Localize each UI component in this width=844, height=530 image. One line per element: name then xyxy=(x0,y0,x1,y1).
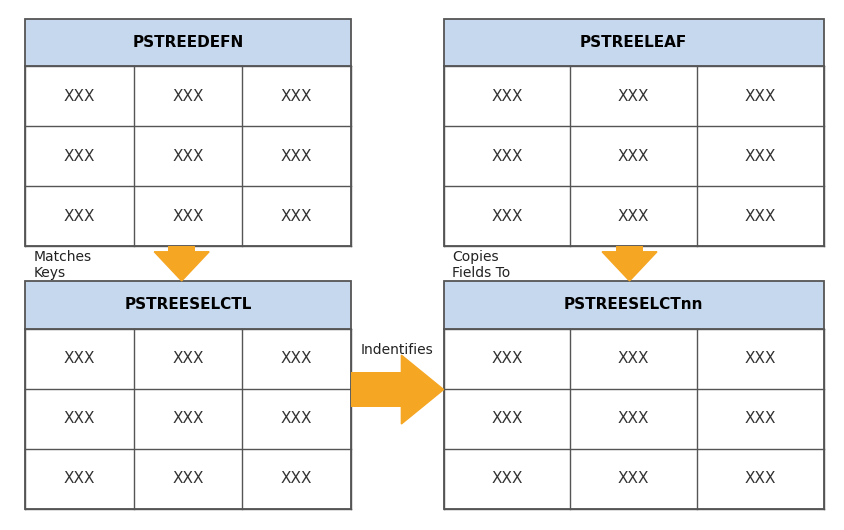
Text: XXX: XXX xyxy=(490,89,522,104)
Bar xyxy=(443,19,823,246)
Text: XXX: XXX xyxy=(64,411,95,426)
Text: XXX: XXX xyxy=(64,209,95,224)
Text: XXX: XXX xyxy=(744,351,776,366)
Bar xyxy=(350,372,401,407)
Text: XXX: XXX xyxy=(744,89,776,104)
Text: XXX: XXX xyxy=(490,351,522,366)
Text: PSTREESELCTnn: PSTREESELCTnn xyxy=(563,297,703,312)
Text: XXX: XXX xyxy=(280,209,311,224)
Text: XXX: XXX xyxy=(617,149,649,164)
Text: XXX: XXX xyxy=(172,411,203,426)
Text: XXX: XXX xyxy=(617,209,649,224)
Polygon shape xyxy=(601,252,657,281)
Text: XXX: XXX xyxy=(617,471,649,487)
Bar xyxy=(443,281,823,509)
Text: XXX: XXX xyxy=(490,411,522,426)
Polygon shape xyxy=(401,355,443,424)
Text: XXX: XXX xyxy=(280,411,311,426)
Bar xyxy=(25,281,350,509)
Text: PSTREESELCTL: PSTREESELCTL xyxy=(124,297,252,312)
Text: XXX: XXX xyxy=(490,149,522,164)
Text: Indentifies: Indentifies xyxy=(360,343,433,357)
Bar xyxy=(25,19,350,246)
Text: XXX: XXX xyxy=(744,471,776,487)
Polygon shape xyxy=(154,252,209,281)
Text: PSTREELEAF: PSTREELEAF xyxy=(580,35,686,50)
Text: PSTREEDEFN: PSTREEDEFN xyxy=(133,35,243,50)
Text: XXX: XXX xyxy=(172,89,203,104)
Text: XXX: XXX xyxy=(64,351,95,366)
Text: XXX: XXX xyxy=(172,351,203,366)
Bar xyxy=(443,281,823,329)
Text: XXX: XXX xyxy=(280,89,311,104)
Text: XXX: XXX xyxy=(617,89,649,104)
Text: XXX: XXX xyxy=(172,209,203,224)
Bar xyxy=(443,19,823,66)
Bar xyxy=(25,281,350,329)
Text: Copies
Fields To: Copies Fields To xyxy=(452,250,510,280)
Text: XXX: XXX xyxy=(64,149,95,164)
Bar xyxy=(615,246,642,252)
Text: XXX: XXX xyxy=(490,471,522,487)
Text: XXX: XXX xyxy=(64,471,95,487)
Text: XXX: XXX xyxy=(172,471,203,487)
Text: XXX: XXX xyxy=(64,89,95,104)
Text: XXX: XXX xyxy=(280,149,311,164)
Text: XXX: XXX xyxy=(744,209,776,224)
Text: XXX: XXX xyxy=(744,411,776,426)
Text: XXX: XXX xyxy=(617,351,649,366)
Text: XXX: XXX xyxy=(490,209,522,224)
Text: XXX: XXX xyxy=(280,471,311,487)
Text: XXX: XXX xyxy=(617,411,649,426)
Bar xyxy=(25,19,350,66)
Text: XXX: XXX xyxy=(744,149,776,164)
Bar xyxy=(168,246,195,252)
Text: XXX: XXX xyxy=(172,149,203,164)
Text: Matches
Keys: Matches Keys xyxy=(34,250,92,280)
Text: XXX: XXX xyxy=(280,351,311,366)
